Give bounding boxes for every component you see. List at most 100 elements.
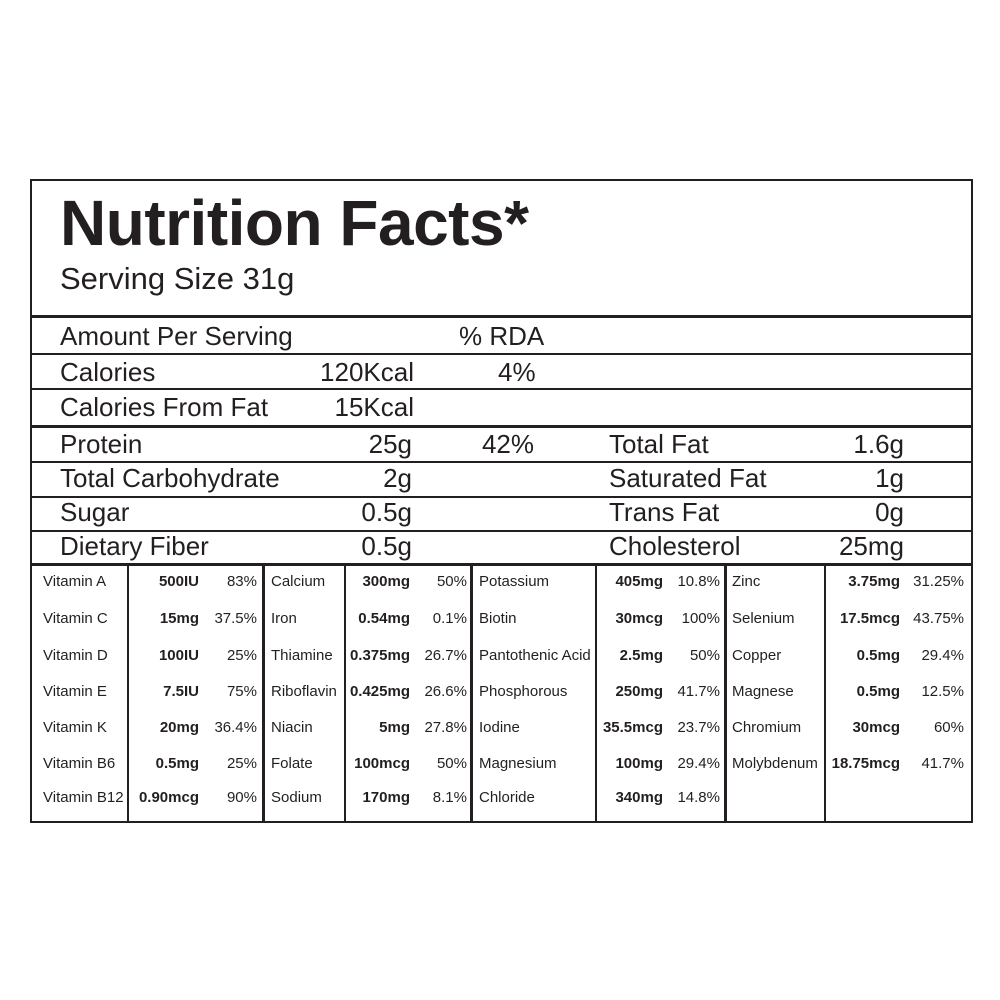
calories-value: 120Kcal [320,357,414,387]
nutrient-percent: 29.4% [677,755,720,772]
macro-label: Total Carbohydrate [60,463,280,493]
macro-label: Cholesterol [609,531,741,561]
nutrient-name: Molybdenum [732,755,818,772]
nutrient-percent: 50% [436,755,467,772]
nutrient-name: Iron [271,610,297,627]
nutrient-name: Chloride [479,789,535,806]
nutrient-amount: 35.5mcg [602,719,663,736]
nutrient-name: Vitamin B12 [43,789,124,806]
nutrient-percent: 10.8% [677,573,720,590]
nutrient-name: Copper [732,647,782,664]
nutrient-percent: 83% [226,573,257,590]
macro-label: Sugar [60,497,130,527]
divider [32,388,971,390]
nutrient-percent: 26.7% [424,647,467,664]
nutrient-name: Zinc [732,573,761,590]
nutrient-name: Chromium [732,719,802,736]
divider [824,564,826,821]
nutrient-amount: 7.5IU [163,683,199,700]
nutrient-amount: 0.425mg [349,683,410,700]
divider [724,564,727,821]
nutrient-percent: 26.6% [424,683,467,700]
nutrient-name: Niacin [271,719,313,736]
macro-label: Total Fat [609,429,709,459]
nutrient-name: Selenium [732,610,795,627]
macro-label: Saturated Fat [609,463,767,493]
nutrient-percent: 90% [226,789,257,806]
calories-rda: 4% [498,357,536,387]
divider [32,425,971,428]
nutrient-percent: 27.8% [424,719,467,736]
nutrient-name: Folate [271,755,313,772]
nutrient-percent: 41.7% [921,755,964,772]
nutrient-name: Vitamin E [43,683,107,700]
divider [344,564,346,821]
divider [470,564,473,821]
nutrient-name: Calcium [271,573,326,590]
nutrient-percent: 31.25% [913,573,964,590]
divider [127,564,129,821]
nutrient-amount: 20mg [159,719,199,736]
calories-from-fat-value: 15Kcal [334,392,415,422]
nutrient-amount: 250mg [615,683,663,700]
nutrient-amount: 5mg [379,719,410,736]
nutrient-amount: 18.75mcg [831,755,900,772]
nutrient-name: Magnese [732,683,794,700]
nutrient-percent: 29.4% [921,647,964,664]
divider [32,496,971,498]
nutrient-name: Iodine [479,719,520,736]
nutrient-amount: 0.54mg [358,610,410,627]
nutrient-amount: 100mg [615,755,663,772]
macro-value: 0.5g [361,531,412,561]
macro-value: 0.5g [361,497,412,527]
nutrition-facts-label: Nutrition Facts* Serving Size 31g Amount… [30,179,973,823]
nutrient-amount: 100IU [158,647,199,664]
nutrient-percent: 8.1% [432,789,467,806]
nutrient-percent: 36.4% [214,719,257,736]
calories-label: Calories [60,357,156,387]
nutrient-percent: 37.5% [214,610,257,627]
nutrient-amount: 3.75mg [848,573,900,590]
nutrient-name: Vitamin D [43,647,108,664]
macro-label: Trans Fat [609,497,720,527]
nutrient-percent: 12.5% [921,683,964,700]
nutrient-percent: 100% [681,610,720,627]
nutrient-name: Vitamin K [43,719,107,736]
nutrient-percent: 25% [226,755,257,772]
divider [32,563,971,566]
nutrient-amount: 405mg [615,573,663,590]
nutrient-amount: 30mcg [852,719,900,736]
macro-value: 2g [383,463,412,493]
nutrient-name: Phosphorous [479,683,568,700]
divider [32,353,971,355]
nutrient-amount: 30mcg [615,610,663,627]
nutrient-percent: 50% [689,647,720,664]
nutrient-amount: 0.5mg [155,755,199,772]
nutrient-amount: 0.90mcg [138,789,199,806]
divider [595,564,597,821]
macro-value: 25mg [838,531,904,561]
macro-rda: 42% [481,429,534,459]
nutrient-name: Riboflavin [271,683,337,700]
nutrient-name: Biotin [479,610,517,627]
nutrient-percent: 23.7% [677,719,720,736]
nutrient-amount: 300mg [362,573,410,590]
nutrient-name: Magnesium [479,755,557,772]
nutrient-name: Sodium [271,789,322,806]
divider [32,315,971,318]
nutrient-amount: 0.5mg [856,647,900,664]
nutrient-percent: 60% [933,719,964,736]
macro-value: 0g [875,497,904,527]
nutrient-amount: 0.5mg [856,683,900,700]
nutrient-percent: 50% [436,573,467,590]
macro-label: Protein [60,429,143,459]
amount-per-serving-label: Amount Per Serving [60,321,293,351]
nutrient-percent: 14.8% [677,789,720,806]
nutrient-name: Vitamin C [43,610,108,627]
nutrient-name: Potassium [479,573,550,590]
calories-from-fat-label: Calories From Fat [60,392,269,422]
nutrient-amount: 2.5mg [619,647,663,664]
nutrient-amount: 17.5mcg [839,610,900,627]
nutrient-name: Thiamine [271,647,333,664]
nutrient-amount: 500IU [158,573,199,590]
